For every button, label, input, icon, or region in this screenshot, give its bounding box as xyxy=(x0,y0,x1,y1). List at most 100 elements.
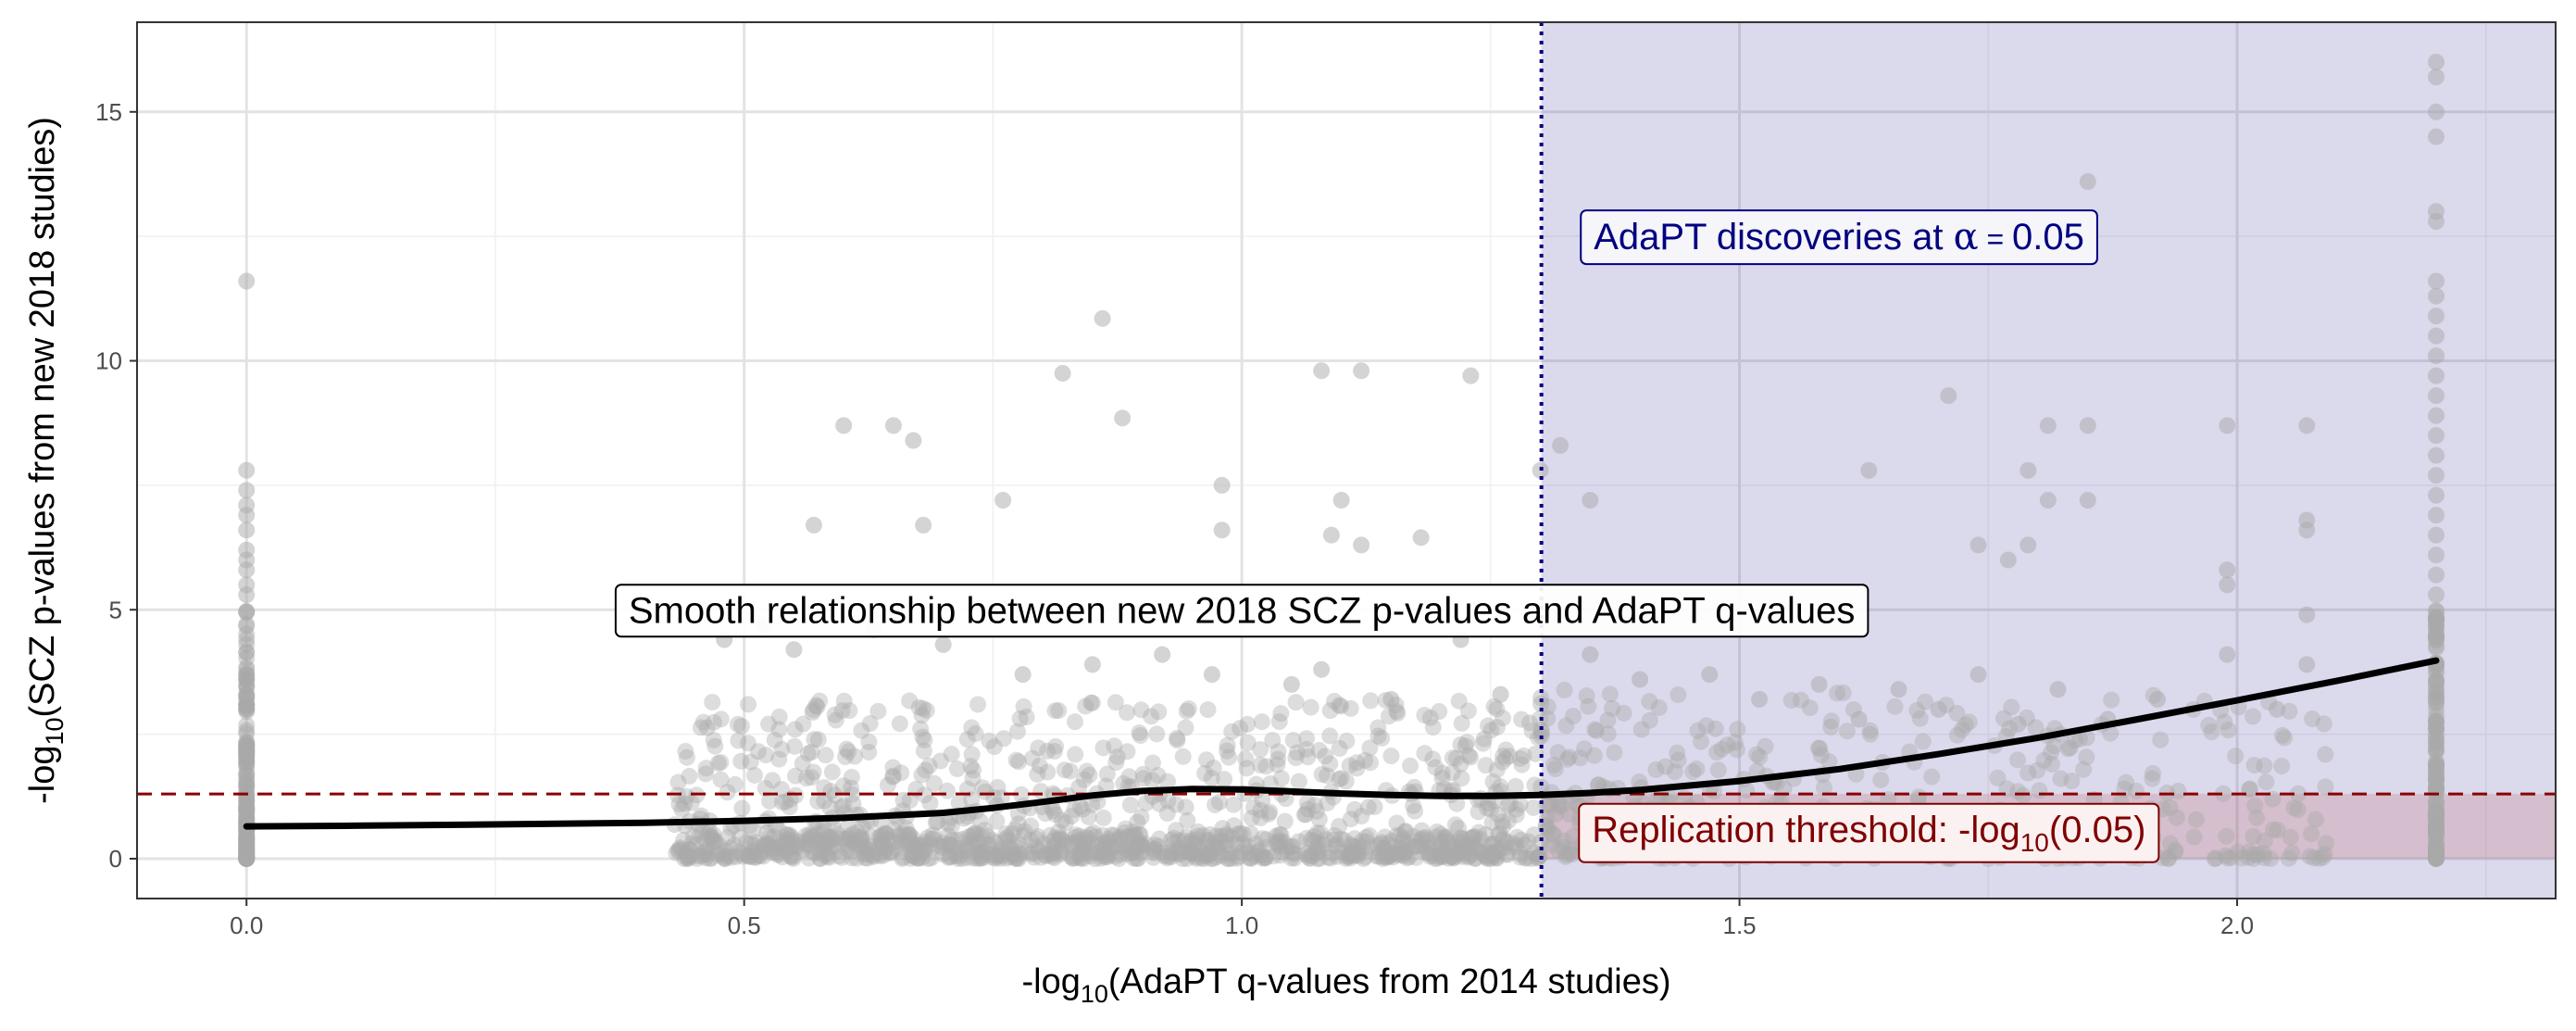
x-axis-title-suffix: (AdaPT q-values from 2014 studies) xyxy=(1108,962,1671,1001)
cloud-point xyxy=(238,736,256,754)
cloud-point xyxy=(238,839,256,857)
cloud-point xyxy=(832,798,850,816)
cloud-point xyxy=(2273,757,2291,774)
cloud-point xyxy=(238,844,256,861)
cloud-point xyxy=(848,849,866,867)
cloud-point xyxy=(238,736,256,754)
cloud-point xyxy=(238,800,256,818)
cloud-point xyxy=(1285,845,1303,862)
cloud-point xyxy=(1102,840,1119,858)
cloud-point xyxy=(1374,849,1392,866)
cloud-point xyxy=(238,736,256,754)
cloud-point xyxy=(851,828,869,846)
scatter-point xyxy=(2428,446,2445,464)
cloud-point xyxy=(1075,836,1093,853)
cloud-point xyxy=(741,848,758,865)
cloud-point xyxy=(1196,764,1214,782)
cloud-point xyxy=(1494,817,1512,835)
cloud-point xyxy=(894,824,912,842)
cloud-point xyxy=(1098,844,1116,861)
cloud-point xyxy=(1066,801,1083,819)
cloud-point xyxy=(2118,773,2135,791)
cloud-point xyxy=(963,719,981,736)
cloud-point xyxy=(893,835,910,852)
cloud-point xyxy=(2027,719,2045,736)
cloud-point xyxy=(851,832,869,849)
cloud-point xyxy=(1557,848,1574,865)
scatter-point xyxy=(1940,387,1957,405)
scatter-point xyxy=(915,516,932,534)
cloud-point xyxy=(1405,797,1422,814)
cloud-point xyxy=(1094,739,1112,757)
cloud-point xyxy=(1491,824,1508,842)
cloud-point xyxy=(238,696,256,713)
cloud-point xyxy=(1434,849,1452,866)
cloud-point xyxy=(1499,846,1517,863)
cloud-point xyxy=(1467,849,1484,867)
cloud-point xyxy=(1179,811,1196,829)
cloud-point xyxy=(1051,846,1069,863)
cloud-point xyxy=(1342,846,1359,863)
cloud-point xyxy=(858,849,876,867)
cloud-point xyxy=(1307,840,1325,858)
cloud-point xyxy=(1507,836,1525,854)
cloud-point xyxy=(2428,849,2445,867)
scatter-point xyxy=(2298,522,2316,539)
cloud-point xyxy=(1205,849,1222,867)
cloud-point xyxy=(967,725,984,743)
alpha-value: 0.05 xyxy=(2012,217,2084,258)
cloud-point xyxy=(972,843,990,861)
scatter-point xyxy=(2020,536,2037,554)
cloud-point xyxy=(238,744,256,761)
cloud-point xyxy=(1018,709,1035,726)
cloud-point xyxy=(1948,726,1966,744)
cloud-point xyxy=(1342,699,1359,717)
cloud-point xyxy=(710,836,728,854)
cloud-point xyxy=(819,848,837,865)
cloud-point xyxy=(823,832,841,849)
cloud-point xyxy=(930,836,947,854)
cloud-point xyxy=(1467,849,1484,867)
cloud-point xyxy=(1557,846,1575,863)
cloud-point xyxy=(745,836,763,854)
cloud-point xyxy=(712,771,730,788)
cloud-point xyxy=(1511,796,1529,813)
cloud-point xyxy=(1111,846,1129,863)
cloud-point xyxy=(811,849,829,867)
cloud-point xyxy=(1507,777,1524,795)
cloud-point xyxy=(1474,735,1492,752)
cloud-point xyxy=(1253,713,1270,731)
cloud-point xyxy=(1007,837,1024,855)
cloud-point xyxy=(1479,799,1496,817)
cloud-point xyxy=(1328,848,1345,865)
cloud-point xyxy=(733,799,751,817)
cloud-point xyxy=(1039,742,1057,760)
cloud-point xyxy=(878,831,895,849)
scatter-point xyxy=(2219,417,2236,434)
cloud-point xyxy=(238,696,256,713)
cloud-point xyxy=(2428,846,2445,863)
cloud-point xyxy=(1077,698,1094,715)
cloud-point xyxy=(865,848,882,865)
cloud-point xyxy=(1182,832,1200,849)
cloud-point xyxy=(1074,849,1092,867)
cloud-point xyxy=(822,783,840,800)
cloud-point xyxy=(1133,837,1151,855)
cloud-point xyxy=(1908,701,1926,719)
cloud-point xyxy=(1631,773,1648,791)
cloud-point xyxy=(238,848,256,865)
cloud-point xyxy=(2227,748,2245,765)
cloud-point xyxy=(809,793,827,811)
cloud-point xyxy=(2428,815,2445,833)
cloud-point xyxy=(1187,849,1205,866)
cloud-point xyxy=(1467,841,1484,859)
cloud-point xyxy=(1523,723,1541,740)
cloud-point xyxy=(1230,848,1247,865)
cloud-point xyxy=(1103,826,1120,844)
cloud-point xyxy=(1150,837,1168,855)
cloud-point xyxy=(985,738,1003,756)
cloud-point xyxy=(1228,835,1245,852)
cloud-point xyxy=(901,692,919,710)
cloud-point xyxy=(707,737,724,755)
cloud-point xyxy=(974,849,992,867)
